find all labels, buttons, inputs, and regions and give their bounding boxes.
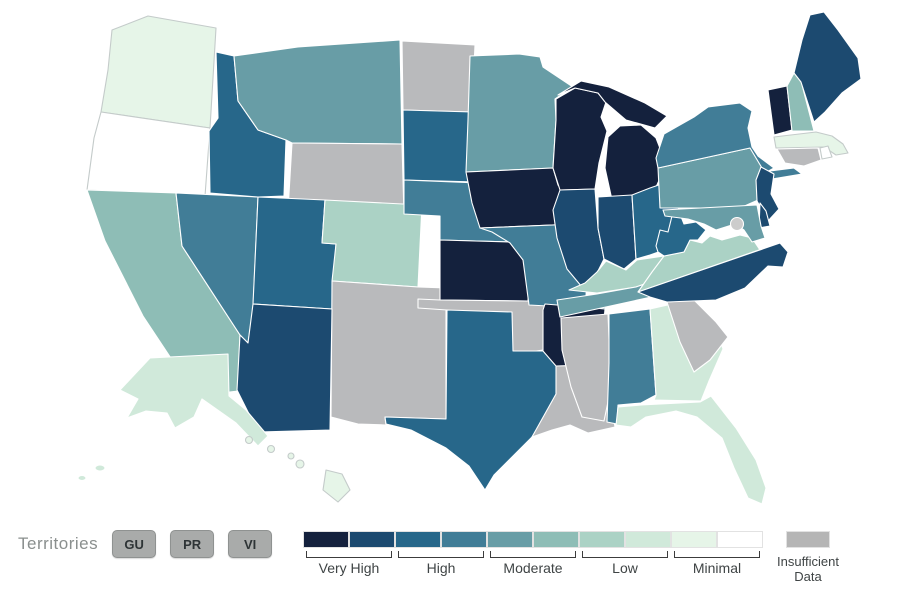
activity-legend: Very High High Moderate Low Minimal	[303, 531, 763, 576]
legend-color-scale	[303, 531, 763, 548]
state-WV[interactable]	[655, 213, 707, 257]
legend-group-3: Low	[579, 548, 671, 576]
legend-group-0: Very High	[303, 548, 395, 576]
territories-label: Territories	[18, 534, 99, 553]
legend-swatch-4	[487, 531, 533, 548]
legend-bracket	[398, 551, 484, 558]
state-NY[interactable]	[655, 102, 775, 174]
legend-swatch-3	[441, 531, 487, 548]
legend-swatch-1	[349, 531, 395, 548]
legend-group-4: Minimal	[671, 548, 763, 576]
state-HI-maui[interactable]	[295, 459, 305, 469]
state-NC[interactable]	[637, 242, 789, 303]
state-NH[interactable]	[786, 72, 815, 132]
legend-swatch-2	[395, 531, 441, 548]
legend-group-label: Very High	[318, 560, 380, 576]
state-WI[interactable]	[552, 87, 608, 191]
state-IN[interactable]	[597, 194, 637, 270]
state-AK-island[interactable]	[77, 474, 87, 482]
territory-button-vi[interactable]: VI	[228, 530, 273, 558]
state-AZ[interactable]	[236, 303, 333, 433]
legend-swatch-5	[533, 531, 579, 548]
state-DC-marker[interactable]	[729, 216, 745, 232]
territory-button-gu[interactable]: GU	[112, 530, 157, 558]
state-HI-big-island[interactable]	[322, 469, 351, 503]
legend-swatch-6	[579, 531, 625, 548]
territories-bar: Territories GU PR VI	[18, 530, 273, 558]
legend-group-labels: Very High High Moderate Low Minimal	[303, 548, 763, 576]
legend-bracket	[582, 551, 668, 558]
legend-insufficient: Insufficient Data	[770, 531, 846, 584]
insufficient-data-swatch	[786, 531, 830, 548]
state-ME[interactable]	[793, 11, 862, 123]
legend-swatch-7	[625, 531, 671, 548]
state-SC[interactable]	[666, 299, 729, 373]
state-MI-upper[interactable]	[557, 80, 668, 129]
legend-bracket	[306, 551, 392, 558]
state-HI-kauai[interactable]	[244, 435, 254, 445]
territory-button-pr[interactable]: PR	[170, 530, 215, 558]
state-TX[interactable]	[384, 309, 559, 491]
state-RI[interactable]	[819, 145, 833, 160]
state-HI-molokai[interactable]	[287, 452, 295, 460]
legend-group-2: Moderate	[487, 548, 579, 576]
legend-bracket	[490, 551, 576, 558]
legend-swatch-8	[671, 531, 717, 548]
state-WA[interactable]	[100, 15, 217, 129]
state-AK[interactable]	[119, 353, 269, 447]
legend-swatch-9	[717, 531, 763, 548]
state-ND[interactable]	[401, 40, 476, 113]
legend-group-1: High	[395, 548, 487, 576]
insufficient-data-label: Insufficient Data	[777, 554, 839, 584]
legend-swatch-0	[303, 531, 349, 548]
state-AK-island[interactable]	[94, 464, 106, 472]
legend-bracket	[674, 551, 760, 558]
state-FL[interactable]	[615, 395, 767, 505]
state-MT[interactable]	[233, 39, 403, 145]
legend-group-label: Minimal	[692, 560, 742, 576]
legend-group-label: High	[426, 560, 456, 576]
legend-group-label: Moderate	[503, 560, 563, 576]
state-MN[interactable]	[465, 53, 574, 173]
legend-group-label: Low	[612, 560, 638, 576]
state-CT[interactable]	[776, 147, 822, 167]
state-HI-oahu[interactable]	[266, 444, 276, 454]
